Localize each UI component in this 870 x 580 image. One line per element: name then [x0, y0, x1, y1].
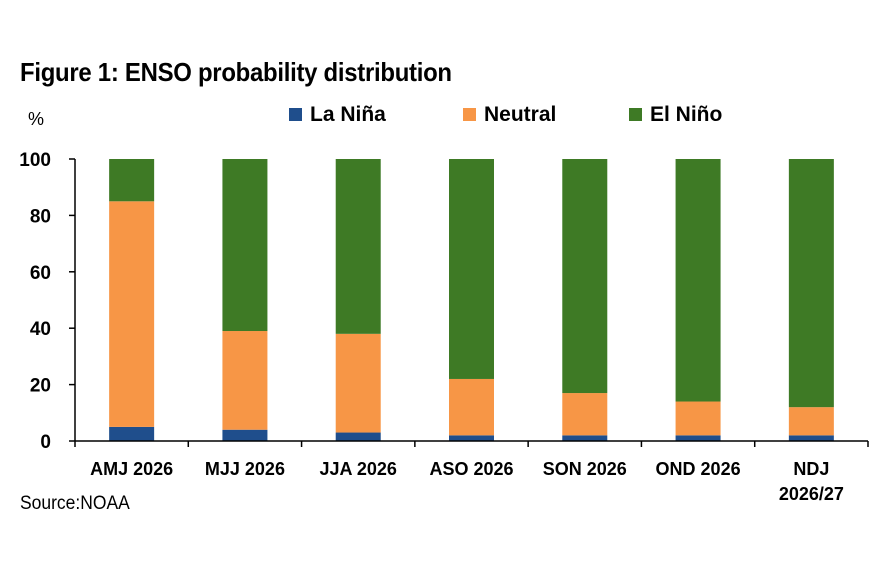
bar-segment-neutral [335, 333, 381, 433]
x-tick-label: ASO 2026 [429, 459, 513, 479]
legend-label: La Niña [310, 103, 386, 126]
bars [109, 159, 834, 441]
y-tick-label: 100 [19, 150, 51, 171]
bar-segment-el-ni-o [449, 159, 494, 379]
chart-title: Figure 1: ENSO probability distribution [20, 57, 452, 87]
legend-label: Neutral [484, 103, 556, 126]
bar-segment-la-ni-a [109, 426, 155, 441]
x-tick-label: JJA 2026 [320, 459, 397, 479]
bar-segment-neutral [222, 331, 268, 430]
bar-segment-la-ni-a [675, 435, 721, 441]
bar-segment-la-ni-a [562, 435, 608, 441]
bar-segment-la-ni-a [222, 429, 268, 441]
bar-segment-el-ni-o [675, 159, 721, 402]
bar-segment-la-ni-a [788, 435, 834, 441]
bar-segment-el-ni-o [109, 159, 155, 202]
legend-swatch [629, 108, 642, 121]
x-tick-label: OND 2026 [656, 459, 741, 479]
bar-segment-la-ni-a [335, 432, 381, 441]
y-tick-label: 0 [40, 432, 51, 453]
bar-segment-el-ni-o [222, 159, 268, 332]
y-axis: 0 20 40 60 80 100 [19, 150, 76, 453]
bar-segment-el-ni-o [562, 159, 608, 394]
source-note: Source:NOAA [20, 493, 130, 514]
bar-segment-la-ni-a [449, 435, 494, 441]
y-tick-label: 20 [30, 376, 51, 397]
bar-segment-el-ni-o [788, 159, 834, 408]
x-tick-label: MJJ 2026 [205, 459, 285, 479]
bar-segment-neutral [109, 201, 155, 427]
legend: La Niña Neutral El Niño [289, 103, 722, 126]
y-tick-label: 80 [30, 206, 51, 227]
bar-segment-neutral [675, 401, 721, 436]
legend-label: El Niño [650, 103, 722, 126]
legend-swatch [289, 108, 302, 121]
y-tick-label: 40 [30, 319, 51, 340]
bar-segment-neutral [788, 407, 834, 436]
bar-segment-neutral [562, 393, 608, 436]
y-tick-label: 60 [30, 263, 51, 284]
x-axis: AMJ 2026 MJJ 2026 JJA 2026 ASO 2026 SON 2026… [74, 440, 869, 504]
y-axis-label: % [28, 109, 44, 129]
bar-segment-neutral [449, 378, 494, 436]
x-tick-label: NDJ 2026/27 [779, 459, 844, 504]
bar-segment-el-ni-o [335, 159, 381, 334]
x-tick-label: AMJ 2026 [90, 459, 173, 479]
legend-swatch [463, 108, 476, 121]
x-tick-label: SON 2026 [543, 459, 627, 479]
